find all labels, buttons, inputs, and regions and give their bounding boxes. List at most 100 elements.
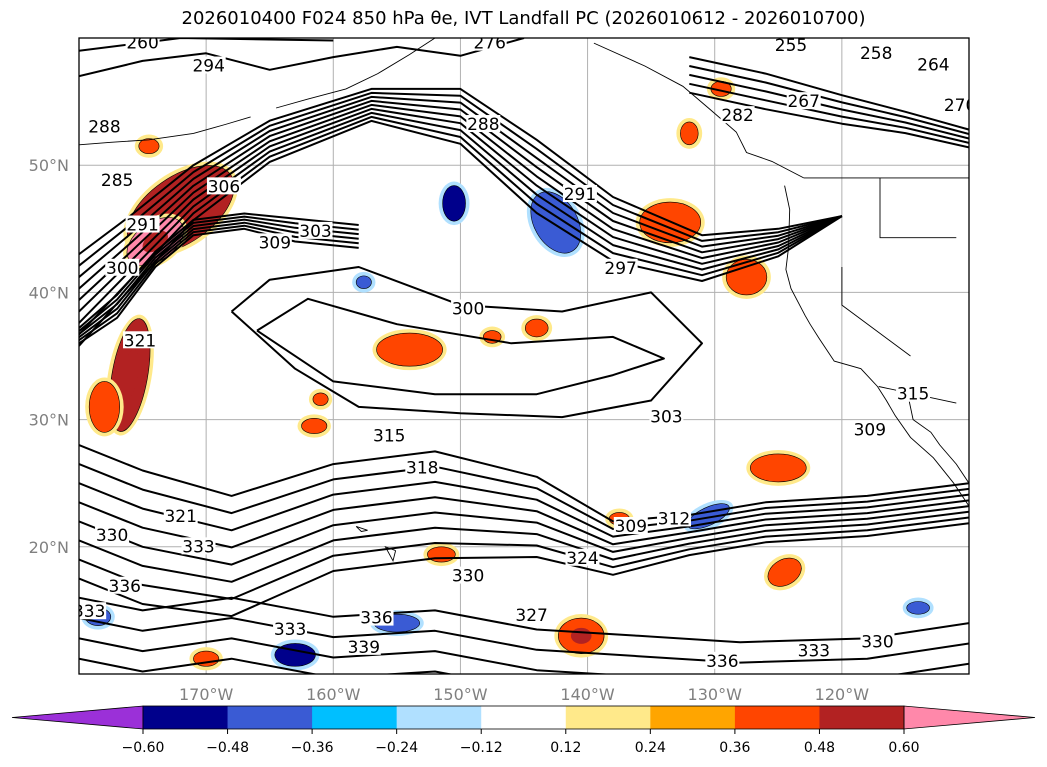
colorbar-segment [312,706,398,729]
contour-label-bg [562,185,597,202]
contour-label-bg [346,637,381,655]
theta-e-contour [79,463,969,530]
theta-e-contour [79,637,969,674]
contour-label-bg [514,606,549,624]
contour-label: 291 [126,216,158,236]
chart-title: 2026010400 F024 850 hPa θe, IVT Landfall… [181,8,866,29]
contour-label-bg [603,258,638,276]
contour-label-bg [705,651,740,669]
theta-e-contour [689,91,969,149]
contour-label: 288 [88,118,120,138]
lon-tick-label: 160°W [306,685,361,704]
contour-label: 294 [192,57,224,77]
colorbar-tick-label: 0.12 [550,740,581,756]
ivt-pc-blob [138,138,160,155]
contour-label-bg [79,602,107,620]
theta-e-contour [689,65,969,135]
contour-label: 330 [96,526,128,546]
coastline [879,177,957,239]
theta-e-contour [79,38,334,52]
contour-label-bg [206,177,241,195]
colorbar-segment [143,706,229,729]
contour-label-bg [100,171,135,189]
contour-label: 282 [721,106,753,126]
contour-label-bg [860,632,895,650]
contour-label-bg [107,576,142,594]
contour-label-bg [125,38,160,51]
contour-label-bg [852,420,887,438]
contour-label: 321 [124,331,156,351]
contour-label: 264 [917,55,949,75]
ivt-pc-core [120,349,139,401]
contour-label: 315 [373,427,405,447]
ivt-pc-core [570,627,592,644]
theta-e-contour [689,73,969,140]
colorbar-extend-low [11,705,144,730]
contour-label: 336 [360,609,392,629]
contour-label-bg [191,56,226,74]
theta-e-contour [79,95,843,278]
theta-e-contours [79,38,969,674]
theta-e-contour [79,516,969,600]
theta-e-contour [79,224,359,342]
contour-label: 258 [860,44,892,64]
contour-label-bg [472,38,507,51]
ivt-pc-blob [680,121,699,146]
colorbar-tick-label: −0.24 [375,740,418,756]
contour-label: 333 [73,602,105,622]
colorbar: −0.60 −0.48 −0.36 −0.24 −0.12 0.12 0.24 0.36 0.4… [11,705,1036,756]
latitude-tick-labels: 20°N 30°N 40°N 50°N [29,156,69,557]
contour-label-bg [657,509,692,527]
contour-label-bg [649,407,684,425]
colorbar-extend-high [903,705,1036,730]
contour-label: 309 [259,233,291,253]
contour-label-bg [257,233,292,251]
colorbar-segment [481,706,567,729]
theta-e-contour [256,297,665,396]
colorbar-tick-label: 0.24 [635,740,666,756]
contour-label: 336 [109,577,141,597]
colorbar-segment [396,706,482,729]
theta-e-contour [79,111,843,324]
ivt-pc-blob [427,546,456,563]
lon-tick-label: 120°W [815,685,870,704]
contour-label-bg [405,458,440,476]
lon-tick-label: 150°W [433,685,488,704]
colorbar-tick-label: −0.60 [122,740,165,756]
contour-label: 303 [299,222,331,242]
lon-tick-label: 130°W [688,685,743,704]
coastline [784,185,969,507]
contour-label-bg [613,516,648,534]
ivt-pc-blob [376,332,443,367]
contour-label-bg [720,106,755,124]
ivt-pc-blob [906,601,930,615]
theta-e-contour [79,221,359,339]
lon-tick-label: 170°W [179,685,234,704]
contour-label-bg [125,215,160,233]
contour-label: 309 [615,517,647,537]
contour-label-bg [943,95,969,113]
colorbar-tick-label: 0.36 [719,740,750,756]
coastline [275,38,436,109]
lon-tick-label: 140°W [560,685,615,704]
colorbar-segment [565,706,651,729]
ivt-pc-blob [312,392,329,406]
contour-label: 303 [650,408,682,428]
contour-label-bg [372,426,407,444]
contour-label-bg [273,620,308,638]
theta-e-contour [79,522,969,618]
contour-label: 333 [182,537,214,557]
contour-label: 300 [452,299,484,319]
contour-label-bg [896,384,931,402]
contour-label-bg [87,117,122,135]
contour-label: 276 [473,34,505,54]
coastline [841,267,911,357]
contour-label-bg [451,299,486,317]
theta-e-contour [79,596,969,644]
contour-label: 330 [452,567,484,587]
theta-e-contour [230,266,703,419]
theta-e-contour [79,510,969,583]
colorbar-tick-label: 0.60 [888,740,919,756]
contour-label: 321 [164,507,196,527]
ivt-pc-blob [301,418,328,434]
